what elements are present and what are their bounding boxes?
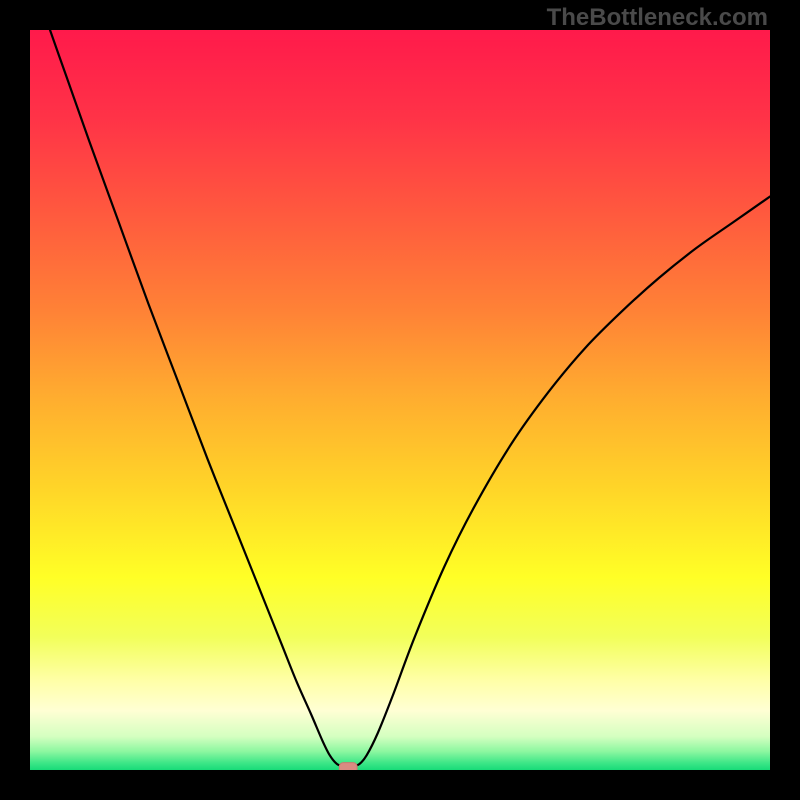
gradient-background	[30, 30, 770, 770]
watermark-text: TheBottleneck.com	[547, 4, 768, 32]
chart-svg	[30, 30, 770, 770]
optimal-marker	[339, 763, 357, 770]
plot-area	[30, 30, 770, 770]
